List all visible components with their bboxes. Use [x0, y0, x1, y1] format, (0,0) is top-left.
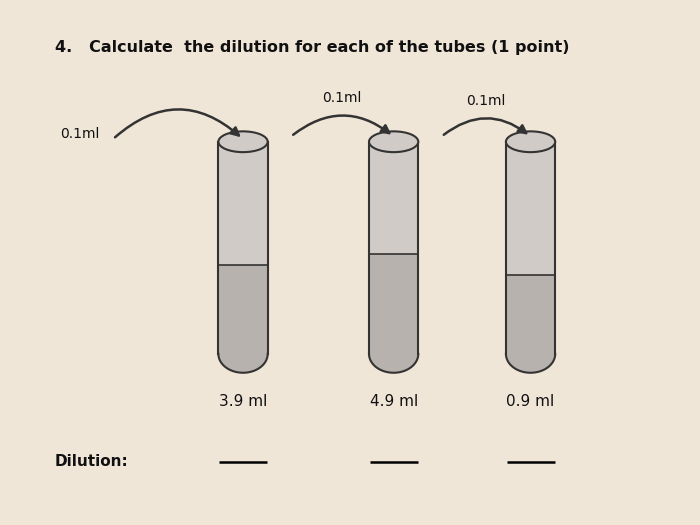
Ellipse shape	[218, 335, 267, 373]
Text: 4.9 ml: 4.9 ml	[370, 394, 418, 409]
Ellipse shape	[369, 335, 419, 373]
Text: 0.1ml: 0.1ml	[466, 93, 506, 108]
Bar	[218, 265, 267, 354]
Ellipse shape	[369, 335, 419, 373]
Text: 3.9 ml: 3.9 ml	[219, 394, 267, 409]
Bar	[506, 142, 555, 354]
Ellipse shape	[506, 131, 555, 152]
Ellipse shape	[218, 335, 267, 373]
Bar	[369, 142, 419, 354]
Ellipse shape	[218, 131, 267, 152]
Bar	[506, 276, 555, 354]
Ellipse shape	[369, 131, 419, 152]
Ellipse shape	[506, 335, 555, 373]
Text: 0.1ml: 0.1ml	[323, 91, 362, 105]
Bar	[218, 142, 267, 354]
Text: 0.1ml: 0.1ml	[60, 127, 99, 141]
Text: 4.   Calculate  the dilution for each of the tubes (1 point): 4. Calculate the dilution for each of th…	[55, 40, 569, 55]
Ellipse shape	[506, 335, 555, 373]
Text: 0.9 ml: 0.9 ml	[506, 394, 554, 409]
Text: Dilution:: Dilution:	[55, 455, 129, 469]
Bar	[369, 254, 419, 354]
